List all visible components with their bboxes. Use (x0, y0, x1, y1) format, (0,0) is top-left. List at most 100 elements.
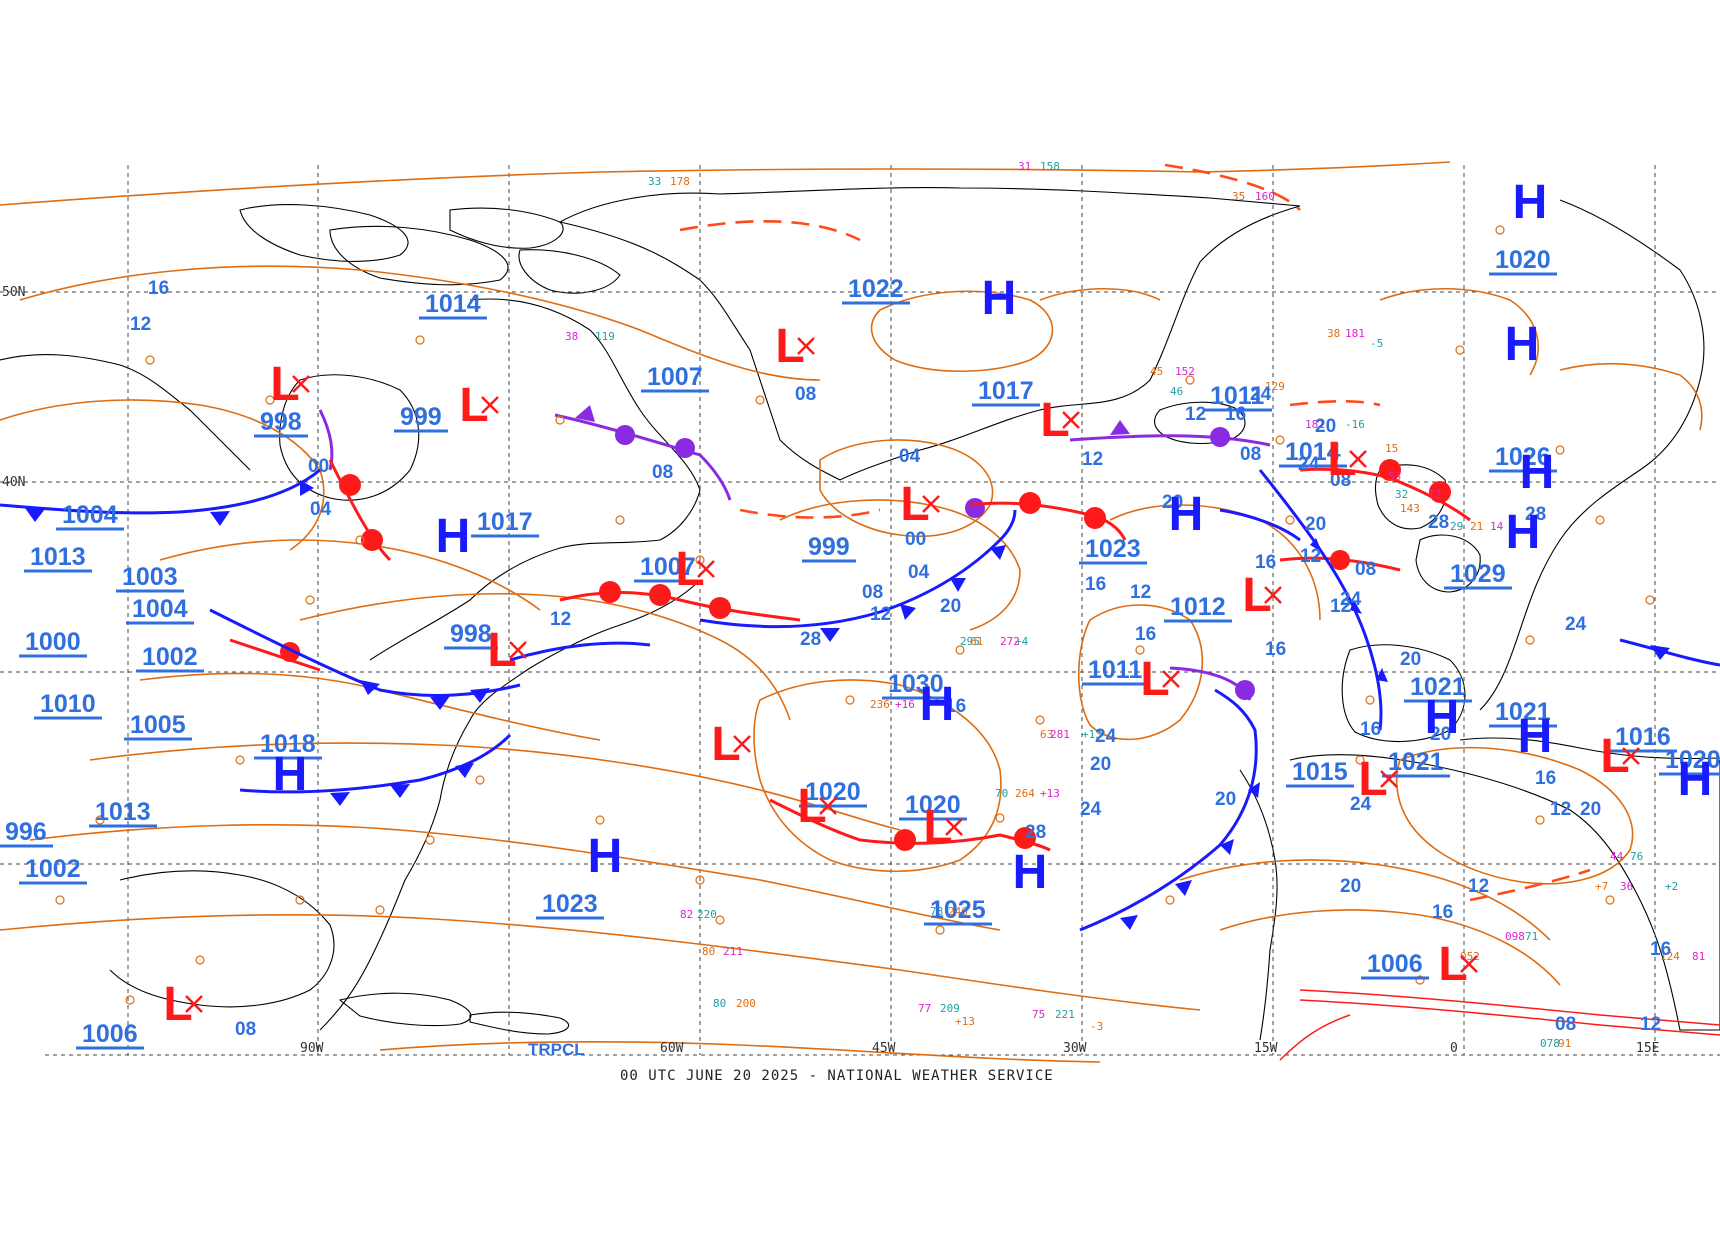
station-value: 35 (1232, 190, 1245, 203)
station-value: 181 (1305, 418, 1325, 431)
isobar-value-label: 16 (945, 696, 966, 717)
isobar-value-label: 08 (1555, 1014, 1576, 1035)
station-value: 124 (1660, 950, 1680, 963)
troughs (679, 163, 1591, 902)
lon-label: 0 (1450, 1041, 1458, 1056)
station-value: 78 (930, 905, 943, 918)
station-value: 160 (1255, 190, 1275, 203)
central-pressure-label: 999 (808, 533, 850, 561)
station-value: 21 (1470, 520, 1483, 533)
isobar-value-label: 08 (1330, 470, 1351, 491)
station-value: 209 (940, 1002, 960, 1015)
high-pressure-center: H (273, 748, 308, 801)
station-value: 15 (1385, 442, 1398, 455)
isobar-value-label: 20 (1305, 514, 1326, 535)
central-pressure-label: 1014 (425, 290, 481, 318)
isobar-value-label: 12 (1300, 546, 1321, 567)
central-pressure-label: 1007 (640, 553, 696, 581)
isobar-value-label: 28 (1025, 822, 1046, 843)
station-value: 53 (1388, 470, 1401, 483)
coastlines (0, 187, 1720, 1041)
low-pressure-center: L (775, 320, 804, 373)
station-value: +13 (1040, 787, 1060, 800)
central-pressure-label: 1023 (1085, 535, 1141, 563)
low-center-x-icon (819, 797, 837, 815)
isobar-value-label: 12 (870, 604, 891, 625)
station-value: 45 (1150, 365, 1163, 378)
central-pressure-label: 1011 (1210, 382, 1264, 410)
station-value: +13 (1082, 728, 1102, 741)
station-value: 264 (1015, 787, 1035, 800)
central-pressure-label: 1014 (1285, 438, 1341, 466)
station-value: -16 (1345, 418, 1365, 431)
isobar-labels: 1612080004081216202428201612080400040812… (130, 278, 1671, 1040)
lat-lon-grid (0, 165, 1720, 1056)
station-value: 71 (1525, 930, 1538, 943)
low-pressure-center: L (900, 478, 929, 531)
station-value: 38 (1327, 327, 1340, 340)
low-center-x-icon (697, 560, 715, 578)
map-caption: 00 UTC JUNE 20 2025 - NATIONAL WEATHER S… (620, 1068, 1054, 1084)
isobar-value-label: 24 (1080, 799, 1102, 820)
station-value: 46 (1170, 385, 1183, 398)
central-pressure-label: 998 (260, 408, 302, 436)
central-pressure-label: 1013 (30, 543, 86, 571)
isobar-value-label: 12 (130, 314, 151, 335)
station-value: 281 (1050, 728, 1070, 741)
low-centers: L L L L L L L L L L L L L L L L L (163, 320, 1640, 1031)
cold-front-symbols (25, 480, 1670, 930)
isobar-value-label: 08 (652, 462, 673, 483)
isobar-value-label: 08 (235, 1019, 256, 1040)
station-value: 31 (1018, 160, 1031, 173)
station-value: 181 (1345, 327, 1365, 340)
station-value: 158 (1040, 160, 1060, 173)
station-value: 295 (960, 635, 980, 648)
central-pressure-label: 1012 (1170, 593, 1226, 621)
central-pressure-label: 1017 (978, 377, 1034, 405)
station-value: 63 (1040, 728, 1053, 741)
low-center-x-icon (1162, 670, 1180, 688)
central-pressure-label: 1030 (888, 670, 944, 698)
low-center-x-icon (1622, 747, 1640, 765)
low-pressure-center: L (1600, 730, 1629, 783)
low-center-x-icon (1460, 955, 1478, 973)
low-pressure-center: L (797, 780, 826, 833)
station-value: 178 (670, 175, 690, 188)
station-value: 272 (1000, 635, 1020, 648)
central-pressure-label: 1013 (95, 798, 151, 826)
isobar-value-label: 16 (1135, 624, 1156, 645)
low-pressure-center: L (270, 358, 299, 411)
isobar-value-label: 12 (550, 609, 571, 630)
isobar-value-label: 20 (1430, 724, 1451, 745)
isobar-value-label: 20 (1400, 649, 1421, 670)
station-value: 91 (1558, 1037, 1571, 1050)
central-pressure-label: 1016 (1615, 723, 1671, 751)
isobar-value-label: 12 (1640, 1014, 1661, 1035)
isobar-value-label: 20 (1215, 789, 1236, 810)
isobar-value-label: 12 (1468, 876, 1489, 897)
low-center-x-icon (481, 396, 499, 414)
station-value: 119 (595, 330, 615, 343)
isobar-value-label: 24 (1340, 589, 1362, 610)
central-pressure-label: 1026 (1495, 443, 1551, 471)
low-center-x-icon (509, 641, 527, 659)
station-value: 82 (680, 908, 693, 921)
station-value: 221 (1055, 1008, 1075, 1021)
isobar-value-label: 16 (1085, 574, 1106, 595)
central-pressure-label: 999 (400, 403, 442, 431)
central-pressure-label: 1023 (542, 890, 598, 918)
low-center-x-icon (945, 818, 963, 836)
low-pressure-center: L (1327, 433, 1356, 486)
station-value: +2 (1665, 880, 1678, 893)
isobar-value-label: 24 (1250, 384, 1272, 405)
lat-label: 40N (2, 475, 25, 490)
station-value: +7 (1595, 880, 1608, 893)
low-center-x-icon (733, 735, 751, 753)
central-pressure-label: 1006 (82, 1020, 138, 1048)
station-value: 77 (918, 1002, 931, 1015)
station-value: 220 (697, 908, 717, 921)
high-pressure-center: H (1678, 753, 1713, 806)
central-pressure-label: 1006 (1367, 950, 1423, 978)
low-pressure-center: L (1140, 653, 1169, 706)
station-value: 143 (1400, 502, 1420, 515)
